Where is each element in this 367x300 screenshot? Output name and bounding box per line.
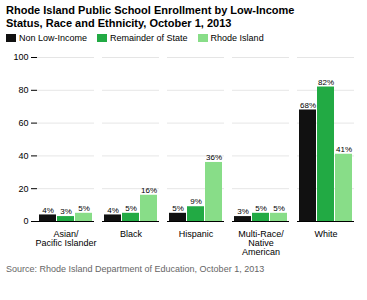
svg-text:41%: 41%	[336, 145, 352, 154]
svg-text:0: 0	[23, 216, 28, 226]
svg-text:5%: 5%	[172, 204, 184, 213]
svg-text:4%: 4%	[107, 206, 119, 215]
svg-text:4%: 4%	[42, 206, 54, 215]
svg-text:20: 20	[18, 184, 28, 194]
svg-text:5%: 5%	[255, 204, 267, 213]
html-text:Rhode Island: Rhode Island	[210, 33, 264, 43]
svg-text:68%: 68%	[300, 101, 316, 110]
svg-text:Hispanic: Hispanic	[179, 229, 214, 239]
svg-text:3%: 3%	[237, 207, 249, 216]
svg-text:36%: 36%	[206, 153, 222, 162]
svg-text:16%: 16%	[141, 186, 157, 195]
html-text:Non Low-Income: Non Low-Income	[19, 33, 87, 43]
svg-text:40: 40	[18, 151, 28, 161]
html-text:Remainder of State: Remainder of State	[110, 33, 188, 43]
svg-text:White: White	[314, 229, 337, 239]
svg-text:5%: 5%	[125, 204, 137, 213]
html-text:Rhode Island Public School Enr: Rhode Island Public School Enrollment by…	[6, 4, 295, 29]
svg-text:60: 60	[18, 118, 28, 128]
svg-text:3%: 3%	[60, 207, 72, 216]
svg-text:80: 80	[18, 85, 28, 95]
svg-text:Black: Black	[120, 229, 143, 239]
svg-text:9%: 9%	[190, 197, 202, 206]
svg-text:Asian/Pacific Islander: Asian/Pacific Islander	[35, 229, 96, 248]
svg-text:100: 100	[13, 52, 28, 62]
svg-text:Multi-Race/NativeAmerican: Multi-Race/NativeAmerican	[238, 229, 284, 257]
html-text:Source: Rhode Island Departmen: Source: Rhode Island Department of Educa…	[6, 264, 265, 274]
svg-text:5%: 5%	[78, 204, 90, 213]
svg-text:82%: 82%	[318, 78, 334, 87]
svg-text:5%: 5%	[273, 204, 285, 213]
